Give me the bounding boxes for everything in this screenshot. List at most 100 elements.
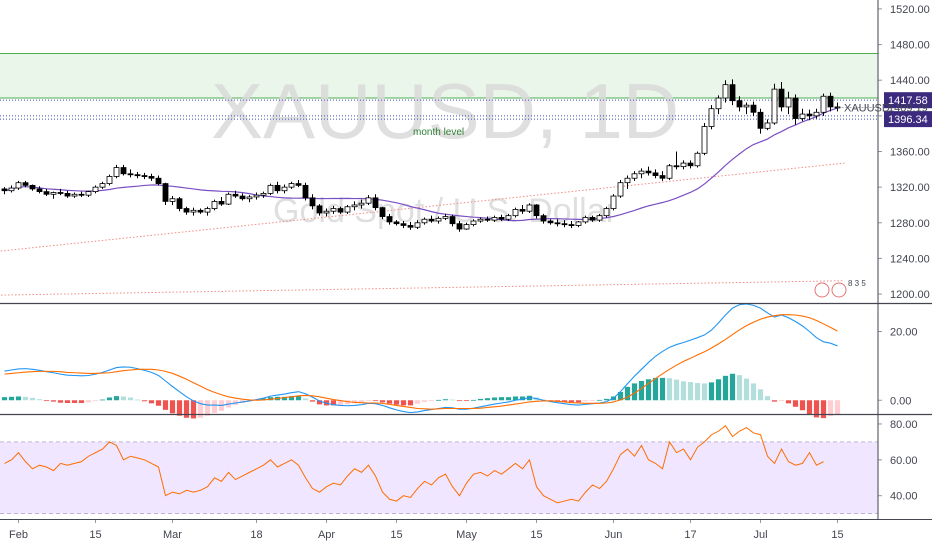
rsi-axis[interactable]: 40.00 60.00 80.00 [878,419,918,503]
macd-bar-48 [337,400,344,406]
candle-91 [638,168,645,179]
candle-87 [610,194,617,211]
macd-bar-49 [344,400,351,405]
macd-bar-22 [155,400,162,406]
candle-body [673,165,680,168]
candle-51 [358,199,365,209]
macd-bar-105 [736,375,743,401]
candle-body [57,192,64,194]
candle-108 [757,108,764,134]
macd-bar-71 [498,397,505,401]
candle-body [344,206,351,213]
time-axis[interactable]: Feb 15 Mar 18 Apr 15 May 15 Jun 17 Jul 15 [0,519,932,550]
time-tick-label: May [456,529,477,541]
candle-19 [134,171,141,179]
candle-58 [407,221,414,230]
candle-7 [50,191,57,199]
candle-21 [148,173,155,181]
candle-body [407,225,414,228]
candle-35 [246,195,253,203]
candle-body [701,126,708,154]
macd-bar-60 [421,400,428,402]
macd-histogram [1,373,841,419]
macd-bar-4 [29,397,36,401]
price-tick-label: 1240.00 [890,253,930,265]
candle-4 [29,184,36,191]
candle-32 [225,192,232,205]
macd-bar-117 [820,400,827,419]
candle-body [470,220,477,225]
candle-body [568,224,575,226]
candle-body [50,192,57,195]
candle-body [29,184,36,190]
us-flag-icon-2[interactable] [831,282,847,298]
macd-bar-95 [666,378,673,401]
candle-111 [778,81,785,112]
candle-body [99,183,106,188]
candle-52 [365,195,372,205]
macd-bar-52 [365,400,372,402]
upper-level-badge [884,92,932,109]
candle-body [141,175,148,177]
candle-85 [596,213,603,222]
candle-0 [1,187,8,195]
macd-bar-19 [134,399,141,401]
candle-86 [603,206,610,218]
candle-body [561,223,568,226]
candle-body [92,186,99,193]
rsi-pane[interactable] [0,425,878,515]
candle-15 [106,174,113,186]
rsi-tick-label: 80.00 [890,419,918,431]
macd-bar-119 [834,400,841,416]
candle-body [120,167,127,175]
candle-body [743,104,750,108]
macd-bar-54 [379,400,386,403]
macd-bar-9 [64,400,71,403]
candle-88 [617,180,624,198]
event-flags[interactable]: 8 3 5 [814,279,866,298]
candle-body [533,204,540,217]
macd-bar-1 [8,396,15,401]
candle-33 [232,190,239,198]
candle-body [624,177,631,184]
candle-body [113,167,120,177]
candle-body [232,193,239,197]
price-axis[interactable]: 1200.001240.001280.001320.001360.001400.… [878,4,930,301]
macd-lines [4,303,838,414]
candle-77 [540,213,547,224]
candle-body [169,198,176,202]
us-flag-icon[interactable] [814,282,830,298]
macd-bar-111 [778,400,785,402]
lower-level-badge-label: 1396.34 [888,114,928,126]
candle-body [813,111,820,117]
candle-body [771,88,778,124]
macd-axis[interactable]: 0.00 20.00 [878,327,918,408]
macd-bar-42 [295,396,302,401]
candle-102 [715,95,722,115]
main-pane[interactable]: XAUUSD, 1D Gold Spot / U.S. Dollar month… [0,52,878,298]
macd-bar-61 [428,400,435,402]
candle-body [22,182,29,186]
candle-body [302,184,309,199]
candle-41 [288,181,295,189]
macd-bar-73 [512,396,519,401]
candle-74 [519,204,526,214]
time-tick-label: Mar [163,529,182,541]
candle-59 [414,220,421,230]
macd-pane[interactable] [1,303,841,419]
candle-body [239,195,246,200]
candle-56 [393,220,400,226]
macd-bar-100 [701,383,708,401]
candle-104 [729,79,736,106]
candle-5 [36,186,43,194]
candle-45 [316,204,323,216]
candle-11 [78,191,85,197]
time-axis-bg [0,519,932,550]
candle-body [246,196,253,200]
macd-bar-58 [407,400,414,406]
rsi-line [4,425,824,504]
candle-46 [323,208,330,217]
candle-body [8,187,15,192]
candle-1 [8,185,15,193]
